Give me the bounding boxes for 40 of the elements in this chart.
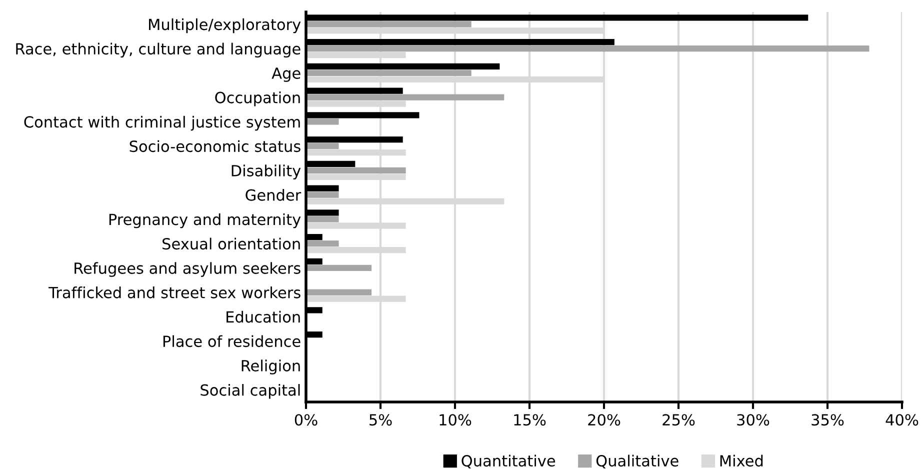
y-tick-label: Contact with criminal justice system <box>24 116 300 131</box>
bar <box>306 264 372 272</box>
y-tick-label: Gender <box>246 189 302 201</box>
x-tick-label: 40% <box>886 414 918 426</box>
x-tick-label: 10% <box>440 414 472 426</box>
bar <box>306 118 339 125</box>
y-tick-label: Multiple/exploratory <box>149 18 301 34</box>
y-tick-label: Sexual orientation <box>162 238 300 250</box>
y-tick-label: Age <box>272 68 300 82</box>
y-tick-label: Place of residence <box>163 335 300 348</box>
y-tick-label: Occupation <box>215 92 300 106</box>
bar <box>306 216 339 222</box>
y-tick-label: Socio-economic status <box>130 140 300 152</box>
bar <box>306 45 870 52</box>
bar <box>306 289 372 296</box>
y-tick-label: Education <box>226 310 300 323</box>
bar <box>306 240 339 247</box>
y-tick-label: Pregnancy and maternity <box>109 213 301 228</box>
x-tick-label: 25% <box>662 414 695 426</box>
x-tick-label: 30% <box>737 414 770 426</box>
y-tick-label: Race, ethnicity, culture and language <box>16 42 300 58</box>
y-tick-label: Refugees and asylum seekers <box>74 262 300 277</box>
x-tick-label: 5% <box>370 414 392 426</box>
y-tick-label: Disability <box>232 164 301 180</box>
legend-label: Mixed <box>720 454 763 467</box>
x-tick-label: 15% <box>514 414 546 426</box>
legend-label: Quantitative <box>462 454 556 468</box>
x-tick-label: 20% <box>588 414 620 426</box>
bar <box>306 94 504 100</box>
bar <box>306 167 406 174</box>
bar <box>306 192 339 198</box>
bar <box>306 142 339 150</box>
y-tick-label: Religion <box>242 360 300 374</box>
legend-label: Qualitative <box>596 454 678 468</box>
y-tick-label: Social capital <box>200 384 300 399</box>
bar <box>306 21 472 28</box>
bar <box>306 70 472 76</box>
x-tick-label: 0% <box>294 414 318 426</box>
y-tick-label: Trafficked and street sex workers <box>48 286 300 298</box>
x-tick-label: 35% <box>812 414 844 426</box>
